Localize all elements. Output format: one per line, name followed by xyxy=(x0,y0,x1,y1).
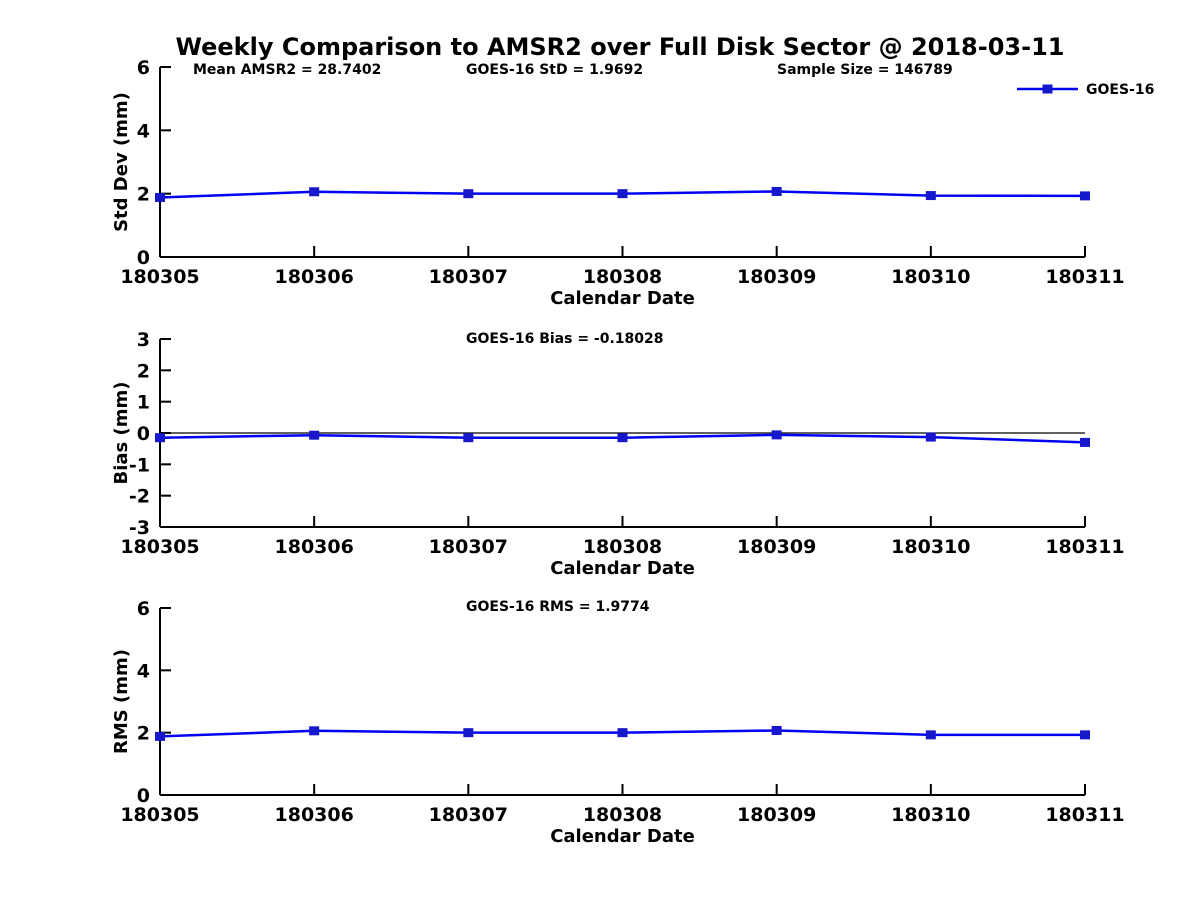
y-tick-label: -1 xyxy=(129,454,150,476)
y-tick-label: 2 xyxy=(137,360,150,382)
x-tick-label: 180311 xyxy=(1045,536,1124,558)
data-point-marker xyxy=(155,192,165,202)
x-tick-label: 180306 xyxy=(275,804,354,826)
y-tick-label: 0 xyxy=(137,247,150,269)
annotation-text: GOES-16 RMS = 1.9774 xyxy=(466,599,650,615)
data-point-marker xyxy=(309,187,320,197)
annotation-text: GOES-16 Bias = -0.18028 xyxy=(466,331,664,347)
data-point-marker xyxy=(155,433,165,443)
x-tick-label: 180309 xyxy=(737,536,816,558)
data-point-marker xyxy=(1080,191,1090,201)
data-point-marker xyxy=(1080,437,1090,447)
y-tick-label: 6 xyxy=(137,598,150,620)
x-tick-label: 180310 xyxy=(891,804,970,826)
y-tick-label: -3 xyxy=(129,517,150,539)
data-point-marker xyxy=(771,430,782,440)
data-point-marker xyxy=(617,189,628,199)
annotation-text: Mean AMSR2 = 28.7402 xyxy=(193,62,381,78)
annotation-text: Sample Size = 146789 xyxy=(777,62,953,78)
data-point-marker xyxy=(309,726,320,736)
y-tick-label: 0 xyxy=(137,423,150,445)
x-axis-label: Calendar Date xyxy=(550,558,695,579)
x-tick-label: 180306 xyxy=(275,266,354,288)
x-tick-label: 180311 xyxy=(1045,266,1124,288)
data-point-marker xyxy=(925,191,936,201)
y-tick-label: 3 xyxy=(137,329,150,351)
data-point-marker xyxy=(155,731,165,741)
x-tick-label: 180305 xyxy=(120,536,199,558)
legend-marker-square xyxy=(1042,84,1053,94)
data-point-marker xyxy=(463,433,474,443)
data-point-marker xyxy=(925,730,936,740)
y-tick-label: 4 xyxy=(137,660,150,682)
figure-title: Weekly Comparison to AMSR2 over Full Dis… xyxy=(176,33,1065,61)
y-tick-label: 6 xyxy=(137,57,150,79)
data-point-marker xyxy=(925,432,936,442)
x-tick-label: 180311 xyxy=(1045,804,1124,826)
x-tick-label: 180307 xyxy=(429,266,508,288)
rms-subplot: 0 2 4 6 180305 180306 180307 180308 180309 180310… xyxy=(111,598,1125,847)
y-tick-label: 4 xyxy=(137,120,150,142)
x-tick-label: 180305 xyxy=(120,804,199,826)
y-tick-label: -2 xyxy=(129,486,150,508)
stddev-subplot: 0 2 4 6 180305 180306 180307 180308 180309 180310… xyxy=(111,57,1125,309)
y-tick-label: 2 xyxy=(137,723,150,745)
x-axis-label: Calendar Date xyxy=(550,826,695,847)
data-point-marker xyxy=(309,430,320,440)
x-tick-label: 180305 xyxy=(120,266,199,288)
x-tick-label: 180309 xyxy=(737,804,816,826)
legend: GOES-16 xyxy=(1017,82,1154,98)
data-point-marker xyxy=(463,728,474,738)
data-point-marker xyxy=(617,433,628,443)
x-tick-label: 180308 xyxy=(583,804,662,826)
data-point-marker xyxy=(617,728,628,738)
x-axis-label: Calendar Date xyxy=(550,288,695,309)
x-tick-label: 180307 xyxy=(429,804,508,826)
x-tick-label: 180309 xyxy=(737,266,816,288)
x-tick-label: 180307 xyxy=(429,536,508,558)
y-axis-label: RMS (mm) xyxy=(111,649,132,754)
data-point-marker xyxy=(771,186,782,196)
x-tick-label: 180310 xyxy=(891,536,970,558)
x-tick-label: 180308 xyxy=(583,266,662,288)
annotation-text: GOES-16 StD = 1.9692 xyxy=(466,62,643,78)
data-point-marker xyxy=(771,725,782,735)
legend-label: GOES-16 xyxy=(1086,82,1154,98)
y-tick-label: 0 xyxy=(137,785,150,807)
y-tick-label: 2 xyxy=(137,184,150,206)
y-tick-label: 1 xyxy=(137,392,150,414)
y-axis-label: Std Dev (mm) xyxy=(111,92,132,232)
x-tick-label: 180308 xyxy=(583,536,662,558)
x-tick-label: 180310 xyxy=(891,266,970,288)
data-point-marker xyxy=(463,189,474,199)
bias-subplot: -3 -2 -1 0 1 2 3 180305 180306 180307 180308 180309… xyxy=(111,329,1125,579)
data-point-marker xyxy=(1080,730,1090,740)
x-tick-label: 180306 xyxy=(275,536,354,558)
y-axis-label: Bias (mm) xyxy=(111,382,132,485)
